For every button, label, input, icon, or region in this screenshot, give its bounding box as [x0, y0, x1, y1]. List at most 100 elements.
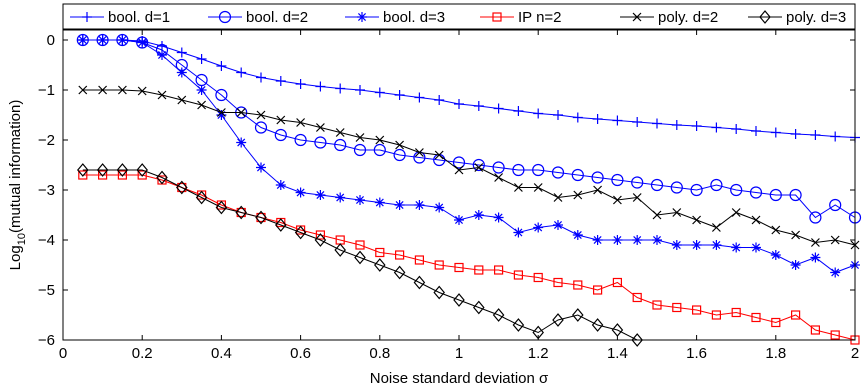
data-point: [671, 120, 682, 130]
data-point: [177, 95, 187, 105]
data-point: [216, 61, 227, 71]
y-tick-label: −3: [38, 182, 55, 199]
data-point: [434, 150, 444, 160]
data-point: [572, 308, 584, 322]
x-tick-label: 0.8: [369, 345, 390, 362]
data-point: [731, 242, 742, 253]
series-line: [82, 39, 856, 274]
data-point: [513, 227, 524, 238]
data-point: [77, 163, 89, 177]
y-axis-label-base: Log: [7, 245, 24, 270]
legend-label: bool. d=3: [383, 9, 445, 26]
data-point: [691, 240, 702, 250]
data-point: [553, 110, 563, 120]
data-point: [176, 47, 187, 58]
y-tick-label: −6: [38, 332, 55, 349]
data-point: [591, 318, 604, 332]
data-point: [375, 135, 385, 145]
data-point: [533, 222, 544, 233]
data-point: [116, 163, 129, 177]
data-point: [513, 183, 523, 192]
data-point: [512, 318, 525, 332]
legend-item: IP n=2: [480, 9, 562, 26]
y-tick-label: −1: [38, 82, 55, 99]
data-point: [751, 312, 761, 323]
series-5: [78, 85, 860, 250]
data-point: [494, 173, 504, 182]
data-point: [414, 148, 424, 157]
x-tick-label: 1: [455, 345, 463, 362]
legend-box: [62, 3, 856, 30]
x-axis-ticks: 0 0.2 0.4 0.6 0.8 1 1.2 1.4 1.6 1.8 2: [59, 30, 859, 362]
data-point: [176, 180, 188, 195]
data-point: [215, 88, 228, 102]
data-point: [137, 86, 147, 96]
data-point: [533, 108, 544, 119]
data-point: [810, 238, 820, 247]
legend: bool. d=1 bool. d=2 bool. d=3 IP n=2 poly. d…: [62, 3, 856, 30]
legend-item: bool. d=1: [70, 9, 170, 26]
data-point: [334, 243, 346, 257]
data-point: [196, 85, 207, 95]
data-point: [533, 183, 543, 192]
data-point: [235, 205, 247, 220]
data-point: [711, 310, 722, 320]
plot-area: [76, 33, 862, 347]
data-point: [354, 250, 366, 265]
data-point: [572, 230, 583, 240]
data-point: [492, 308, 505, 322]
data-point: [731, 124, 742, 134]
data-point: [790, 129, 801, 139]
data-point: [691, 121, 702, 131]
data-point: [353, 143, 367, 157]
data-point: [612, 195, 622, 205]
data-point: [176, 67, 187, 78]
data-point: [473, 210, 484, 220]
x-tick-label: 1.8: [765, 345, 786, 362]
data-point: [295, 79, 306, 89]
data-point: [434, 95, 445, 105]
data-point: [294, 133, 307, 147]
data-point: [612, 235, 623, 245]
data-point: [632, 117, 643, 127]
data-point: [216, 108, 226, 117]
y-axis-label-sub: 10: [16, 233, 28, 245]
series-line: [82, 174, 856, 341]
data-point: [711, 122, 722, 133]
data-point: [770, 250, 781, 260]
series-line: [82, 169, 638, 341]
data-point: [493, 212, 504, 223]
legend-marker: [218, 10, 232, 24]
data-point: [789, 188, 802, 202]
data-point: [612, 115, 623, 126]
data-point: [454, 165, 464, 175]
data-point: [809, 211, 822, 224]
data-point: [157, 90, 167, 100]
data-point: [374, 87, 385, 98]
data-point: [672, 302, 682, 313]
data-point: [751, 126, 761, 136]
data-point: [513, 106, 524, 116]
data-point: [256, 110, 266, 120]
series-6: [77, 163, 643, 347]
data-point: [256, 212, 266, 223]
data-point: [157, 50, 167, 60]
data-point: [394, 90, 405, 100]
data-point: [592, 235, 603, 245]
data-point: [355, 85, 365, 95]
data-point: [612, 277, 623, 288]
data-point: [78, 170, 88, 180]
data-point: [314, 136, 327, 149]
data-point: [395, 250, 405, 260]
data-point: [731, 307, 741, 318]
data-point: [434, 202, 445, 213]
data-point: [454, 262, 464, 273]
data-point: [592, 285, 603, 295]
data-point: [395, 140, 405, 150]
data-point: [414, 200, 425, 210]
data-point: [711, 240, 722, 250]
y-tick-label: −2: [38, 132, 55, 149]
legend-label: bool. d=2: [246, 9, 308, 26]
data-point: [335, 192, 346, 203]
